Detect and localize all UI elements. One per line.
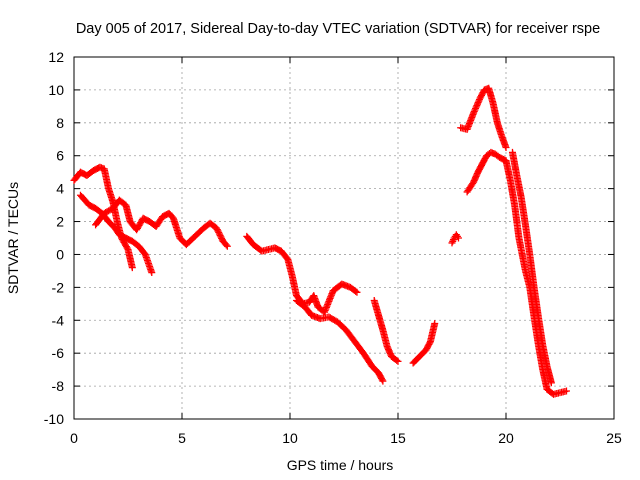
data-point	[547, 379, 555, 387]
series-arc-9	[457, 84, 510, 151]
x-axis-label: GPS time / hours	[287, 457, 394, 473]
data-point	[502, 144, 510, 151]
data-point	[223, 242, 231, 250]
series-arc-7	[409, 320, 439, 367]
x-tick-label: 20	[498, 430, 514, 446]
data-point	[128, 264, 136, 272]
data-points	[70, 84, 570, 398]
grid-lines	[74, 57, 614, 419]
axis-ticks	[73, 56, 615, 420]
x-tick-labels: 0 5 10 15 20 25	[70, 430, 622, 446]
series-arc-4	[243, 232, 361, 316]
series-arc-6	[370, 297, 402, 365]
data-point	[562, 387, 570, 395]
series-arc-10	[463, 148, 570, 398]
data-point	[393, 356, 401, 364]
x-tick-label: 15	[390, 430, 406, 446]
y-tick-label: -6	[52, 345, 65, 361]
y-tick-label: 10	[48, 82, 64, 98]
y-tick-label: -10	[44, 411, 64, 427]
data-point	[453, 232, 461, 240]
data-point	[148, 269, 156, 277]
series-arc-8	[448, 231, 462, 247]
series-arc-11	[508, 148, 555, 387]
series-arc-2	[76, 191, 156, 277]
data-point	[448, 239, 456, 247]
x-tick-label: 10	[282, 430, 298, 446]
chart-title: Day 005 of 2017, Sidereal Day-to-day VTE…	[76, 21, 600, 37]
data-point	[222, 241, 230, 249]
y-axis-label: SDTVAR / TECUs	[5, 182, 21, 294]
data-point	[449, 237, 457, 245]
y-tick-label: 4	[56, 181, 64, 197]
y-tick-label: 6	[56, 148, 64, 164]
data-point	[352, 287, 360, 295]
x-tick-label: 0	[70, 430, 78, 446]
series-arc-5	[292, 297, 387, 385]
data-point	[454, 234, 462, 242]
x-tick-label: 25	[606, 430, 622, 446]
y-tick-label: 12	[48, 49, 64, 65]
y-tick-label: 8	[56, 115, 64, 131]
data-point	[378, 376, 386, 384]
y-tick-label: -8	[52, 378, 65, 394]
y-tick-labels: -10 -8 -6 -4 -2 0 2 4 6 8 10 12	[44, 49, 64, 427]
data-point	[394, 357, 402, 365]
plot-frame	[73, 56, 615, 420]
x-tick-label: 5	[178, 430, 186, 446]
y-tick-label: 2	[56, 214, 64, 230]
series-arc-3	[92, 196, 231, 250]
y-tick-label: -4	[52, 312, 65, 328]
data-point	[353, 288, 361, 296]
data-point	[431, 320, 439, 328]
y-tick-label: -2	[52, 279, 65, 295]
data-point	[379, 377, 387, 385]
y-tick-label: 0	[56, 246, 64, 262]
